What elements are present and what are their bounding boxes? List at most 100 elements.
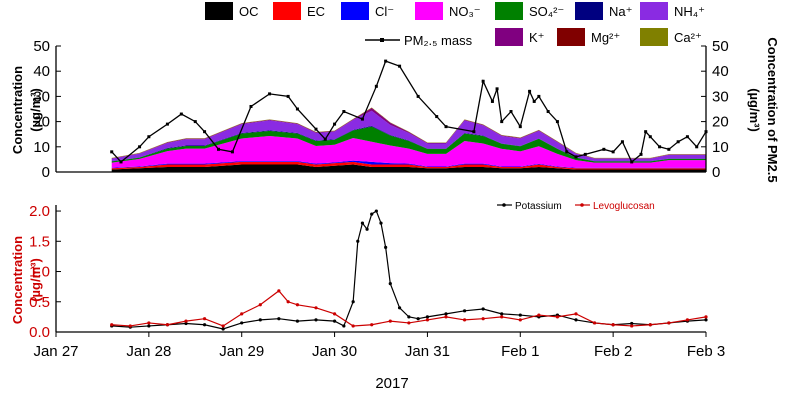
top-ytick-label: 40 — [33, 63, 50, 80]
pm25-point — [602, 147, 606, 151]
series-point-1 — [667, 321, 671, 325]
top-chart: Concentration (µg/m³) Concentration of P… — [10, 37, 780, 182]
legend-label-9: Ca²⁺ — [674, 30, 702, 45]
pm25-point — [147, 135, 151, 139]
series-point-1 — [314, 306, 318, 310]
pm25-point — [314, 127, 318, 131]
series-point-0 — [370, 212, 374, 216]
pm25-point — [620, 140, 624, 144]
legend-label-6: NH₄⁺ — [674, 4, 705, 19]
series-point-0 — [374, 209, 378, 213]
pm25-point — [583, 152, 587, 156]
series-point-1 — [407, 321, 411, 325]
pm25-point — [644, 130, 648, 134]
legend-pm25-label: PM₂.₅ mass — [404, 33, 473, 48]
top-ytick-right-label: 20 — [712, 114, 729, 131]
pm25-point — [165, 122, 169, 126]
pm25-point — [374, 84, 378, 88]
legend-swatch-7 — [495, 28, 523, 46]
pm25-point — [481, 79, 485, 83]
top-ylabel-right-line2: (µg/m³) — [747, 88, 762, 132]
series-point-1 — [444, 315, 448, 319]
series-point-1 — [592, 321, 597, 325]
pm25-point — [203, 130, 207, 134]
pm25-point — [333, 122, 337, 126]
legend-top: OC EC Cl⁻ NO₃⁻ SO₄²⁻ Na⁺ NH₄⁺ K⁺ Mg²⁺ Ca²⁺ PM₂.₅ m… — [205, 2, 705, 48]
series-point-1 — [240, 312, 244, 316]
bottom-plot-area: 0.0 0.5 1.0 1.5 2.0 Jan 27 Jan 28 Jan 29 Jan 30 J… — [29, 203, 725, 360]
legend-label-0: OC — [239, 4, 259, 19]
series-point-0 — [221, 327, 225, 331]
pm25-point — [490, 99, 494, 103]
series-point-0 — [360, 221, 365, 225]
pm25-point — [611, 150, 615, 154]
pm25-point — [658, 145, 662, 149]
series-point-1 — [370, 323, 374, 327]
legend-swatch-2 — [341, 2, 369, 20]
bottom-xtick-label: Jan 28 — [126, 343, 171, 360]
top-ytick-right-label: 10 — [712, 139, 729, 156]
series-point-0 — [407, 315, 411, 319]
top-ytick-label: 20 — [33, 114, 50, 131]
series-line-0 — [111, 210, 707, 330]
legend-label-4: SO₄²⁻ — [529, 4, 564, 19]
series-point-0 — [258, 318, 262, 322]
bottom-ytick-label: 1.5 — [29, 233, 50, 250]
legend-levoglucosan-label: Levoglucosan — [593, 201, 655, 212]
series-point-1 — [425, 318, 430, 322]
series-point-0 — [630, 321, 634, 326]
pm25-point — [138, 145, 142, 149]
series-point-1 — [462, 318, 467, 322]
pm25-point — [630, 160, 634, 164]
series-point-1 — [332, 312, 337, 316]
series-point-0 — [295, 319, 300, 323]
pm25-point — [495, 87, 499, 91]
pm25-point — [110, 150, 114, 154]
series-point-0 — [351, 300, 355, 304]
pm25-point — [546, 110, 550, 114]
pm25-point — [249, 104, 253, 108]
top-ytick-right-label: 40 — [712, 63, 729, 80]
top-ylabel-right-line1: Concentration of PM2.5 — [765, 37, 780, 182]
series-point-1 — [685, 318, 690, 322]
legend-swatch-5 — [575, 2, 603, 20]
pm25-point — [179, 112, 183, 116]
pm25-point — [537, 94, 541, 98]
series-point-0 — [518, 313, 522, 317]
series-point-1 — [295, 303, 300, 307]
pm25-point — [667, 147, 671, 151]
bottom-xtick-label: Feb 1 — [501, 343, 539, 360]
top-ylabel-line2: (µg/m³) — [28, 88, 43, 132]
pm25-point — [518, 125, 522, 129]
series-point-0 — [365, 227, 369, 231]
bottom-xtick-label: Feb 2 — [594, 343, 632, 360]
series-point-0 — [202, 323, 207, 327]
series-point-0 — [379, 221, 383, 225]
legend-levoglucosan-marker — [580, 203, 584, 207]
series-point-1 — [500, 315, 504, 319]
series-point-0 — [184, 321, 188, 326]
bottom-ylabel-line2: (µg/m³) — [28, 258, 43, 302]
bottom-ytick-label: 0.0 — [29, 324, 50, 341]
series-point-1 — [481, 317, 485, 321]
series-point-0 — [481, 307, 485, 311]
series-point-1 — [351, 324, 355, 328]
series-point-1 — [202, 317, 207, 321]
series-point-0 — [332, 319, 337, 323]
top-ytick-label: 30 — [33, 88, 50, 105]
series-point-0 — [277, 317, 281, 321]
stack-area-1 — [111, 161, 706, 170]
top-ytick-right-label: 0 — [712, 164, 720, 181]
series-point-0 — [462, 309, 467, 313]
bottom-chart: Concentration (µg/m³) 0.0 0.5 1.0 1.5 2.0 Jan… — [10, 201, 725, 392]
bottom-legend: Potassium Levoglucosan — [497, 201, 655, 212]
series-point-0 — [500, 312, 504, 316]
series-point-1 — [630, 324, 634, 328]
series-point-0 — [388, 282, 392, 286]
series-point-0 — [147, 324, 151, 328]
pm25-point — [360, 117, 364, 121]
bottom-xtick-label: Jan 30 — [312, 343, 357, 360]
series-point-1 — [574, 312, 578, 316]
legend-swatch-4 — [495, 2, 523, 20]
